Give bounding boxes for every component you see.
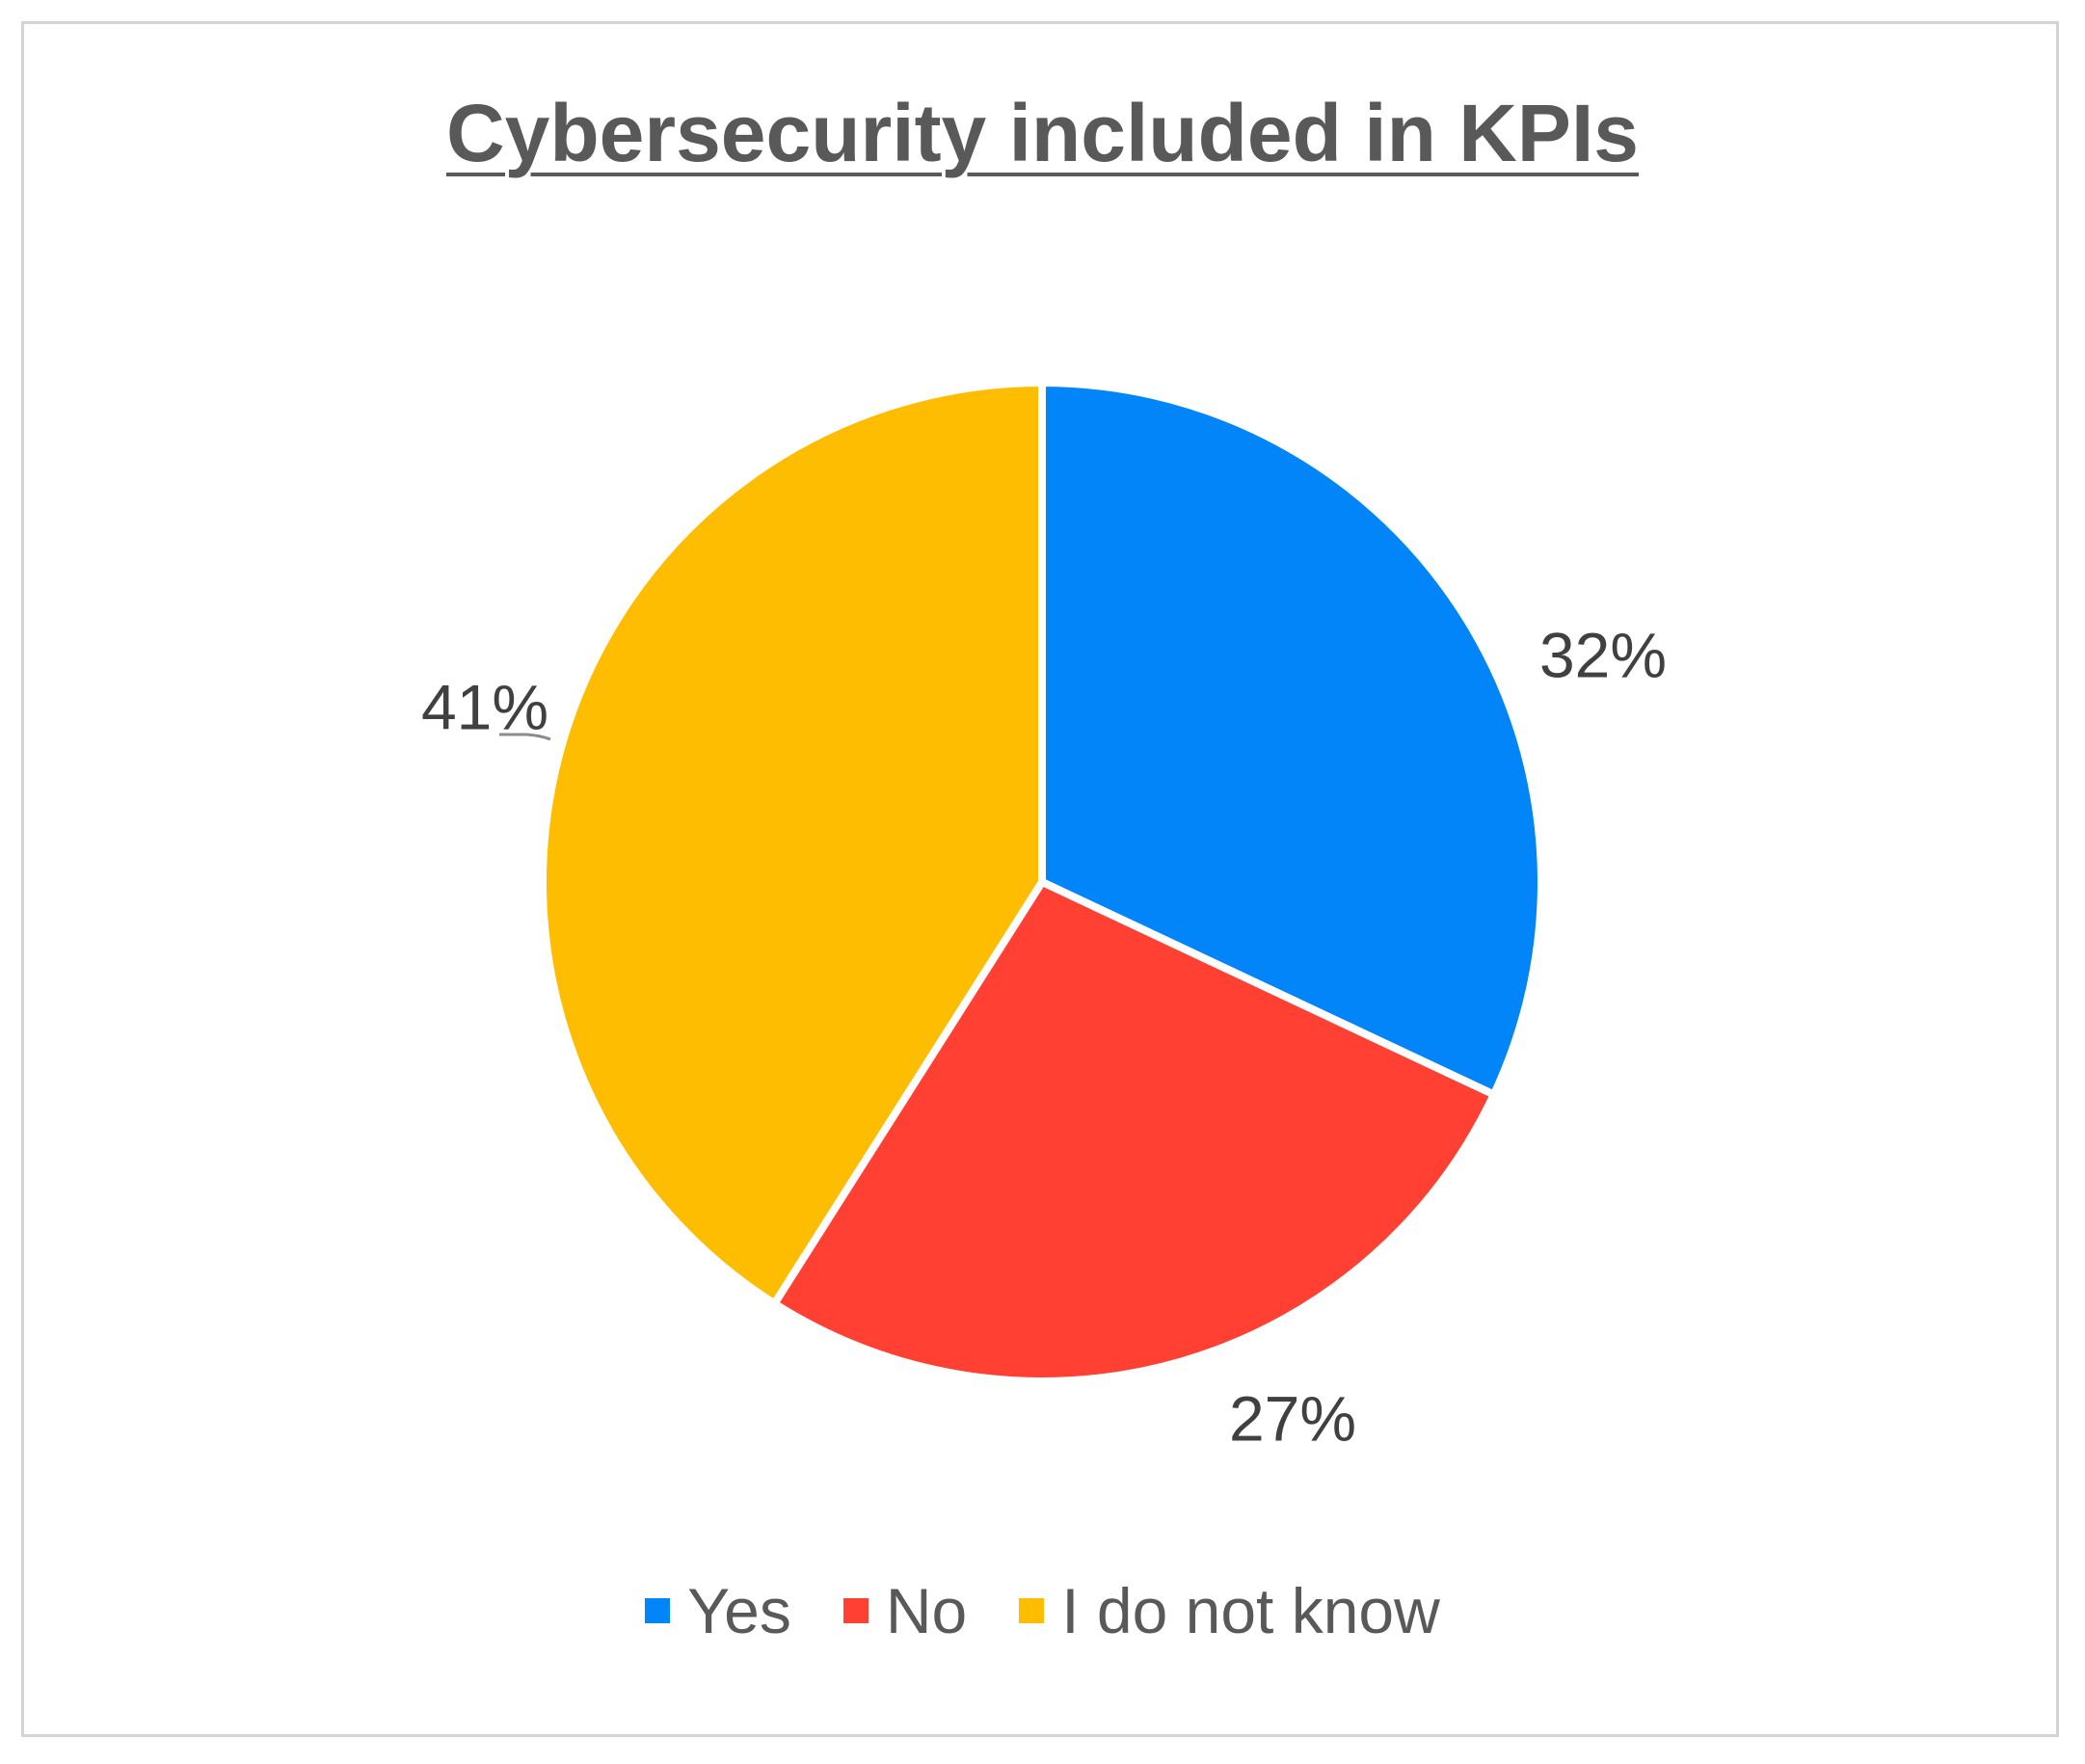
legend-swatch-yes <box>645 1598 671 1623</box>
pie-slice-no <box>770 878 1498 1385</box>
legend-swatch-i-do-not-know <box>1019 1598 1045 1623</box>
chart-title: Cybersecurity included in KPIs <box>445 88 1640 178</box>
data-label-i-do-not-know: 41% <box>421 671 548 742</box>
pie-slice-yes <box>1038 379 1545 1099</box>
legend-item-i-do-not-know: I do not know <box>1019 1579 1440 1643</box>
legend-label-yes: Yes <box>687 1575 791 1646</box>
leader-line-i-do-not-know <box>499 733 551 741</box>
pie-slice-i-do-not-know <box>539 379 1046 1308</box>
legend: Yes No I do not know <box>0 1579 2085 1643</box>
data-label-yes: 32% <box>1539 619 1667 690</box>
legend-swatch-no <box>842 1598 869 1623</box>
legend-item-yes: Yes <box>645 1579 791 1643</box>
legend-label-i-do-not-know: I do not know <box>1061 1575 1440 1646</box>
legend-label-no: No <box>885 1575 968 1646</box>
legend-item-no: No <box>842 1575 968 1646</box>
data-label-no: 27% <box>1229 1382 1356 1454</box>
